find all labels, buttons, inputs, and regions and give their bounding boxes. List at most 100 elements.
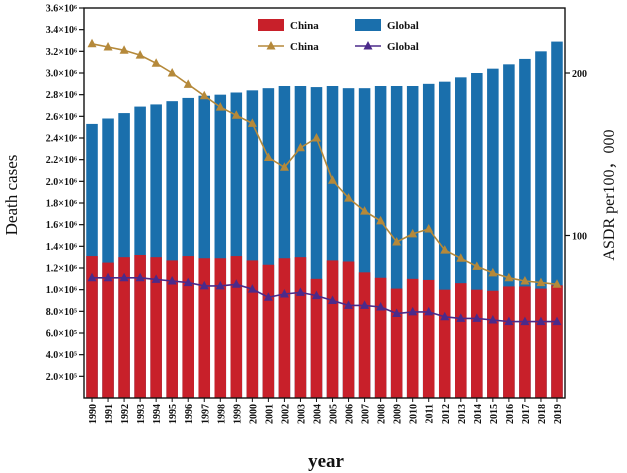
point-china-2006: [344, 193, 354, 202]
bar-china-1997: [198, 258, 211, 398]
point-china-2010: [408, 228, 418, 238]
x-tick-label: 1997: [200, 404, 211, 424]
bar-china-1992: [118, 257, 130, 398]
point-global-2000: [247, 284, 257, 293]
bar-china-2004: [310, 278, 323, 398]
x-tick-label: 2012: [441, 404, 452, 424]
bar-china-2000: [246, 260, 259, 398]
y-left-tick-label: 3.4×10⁶: [46, 25, 77, 36]
legend-swatch-bar-china: [258, 19, 284, 31]
x-tick-label: 2006: [345, 404, 356, 424]
y-right-tick-label: 200: [572, 69, 587, 80]
bar-china-1996: [182, 256, 194, 398]
x-tick-label: 1991: [104, 404, 115, 424]
y-left-tick-label: 2.2×10⁶: [46, 155, 77, 166]
point-china-2015: [488, 267, 498, 277]
point-global-2018: [536, 316, 546, 326]
point-china-2007: [360, 206, 370, 215]
point-global-1993: [135, 272, 145, 282]
y-left-tick-label: 1.6×10⁶: [46, 220, 77, 231]
point-global-1994: [151, 274, 161, 283]
bar-global-1999: [230, 92, 243, 398]
bar-global-2005: [326, 86, 339, 398]
point-global-2011: [424, 306, 434, 316]
x-tick-label: 2015: [489, 404, 500, 424]
bar-global-2003: [294, 86, 307, 398]
point-global-1992: [119, 272, 129, 282]
x-tick-label: 1990: [88, 404, 99, 424]
x-tick-label: 2004: [312, 404, 323, 424]
point-china-1996: [183, 79, 193, 88]
x-tick-label: 1995: [168, 404, 179, 424]
bar-china-2017: [519, 286, 531, 398]
bar-global-1996: [182, 97, 194, 399]
bar-global-2012: [438, 81, 451, 399]
point-global-2004: [311, 290, 321, 300]
point-global-1991: [103, 272, 113, 282]
x-tick-label: 2013: [457, 404, 468, 424]
bar-global-2015: [487, 68, 499, 399]
bar-china-2010: [406, 278, 419, 398]
y-axis-left-title: Death cases: [2, 155, 21, 236]
x-tick-label: 2003: [296, 404, 307, 424]
bar-global-1991: [102, 118, 114, 398]
x-tick-label: 2009: [393, 404, 404, 424]
point-global-1996: [183, 277, 193, 287]
x-tick-label: 2010: [409, 404, 420, 424]
point-global-1990: [87, 272, 97, 282]
bar-global-2010: [406, 86, 419, 398]
x-tick-label: 2017: [521, 404, 532, 424]
legend-swatch-bar-global: [355, 19, 381, 31]
legend-label-line-china: China: [290, 41, 319, 53]
y-left-tick-label: 4.0×10⁵: [46, 350, 77, 361]
x-tick-label: 2008: [377, 404, 388, 424]
point-global-2017: [520, 316, 530, 326]
point-china-1992: [119, 45, 129, 54]
bar-china-1994: [150, 257, 162, 398]
x-tick-label: 2016: [505, 404, 516, 424]
point-global-2001: [263, 292, 273, 301]
point-global-2003: [295, 287, 305, 296]
y-left-tick-label: 1.4×10⁶: [46, 242, 77, 253]
bar-global-2018: [535, 51, 547, 398]
bar-china-2003: [294, 257, 307, 398]
point-global-2012: [440, 311, 450, 321]
x-tick-label: 2018: [537, 404, 548, 424]
x-tick-label: 2019: [553, 404, 564, 424]
x-tick-label: 1993: [136, 404, 147, 424]
point-global-1995: [167, 276, 177, 285]
legend-label-line-global: Global: [387, 41, 419, 53]
legend: China Global China Global: [258, 19, 419, 53]
point-global-2009: [392, 308, 402, 317]
point-china-2019: [552, 279, 562, 288]
bar-china-2012: [438, 289, 451, 398]
y-left-tick-label: 3.2×10⁶: [46, 47, 77, 58]
bar-global-1993: [134, 106, 146, 398]
bar-global-2014: [471, 73, 483, 398]
point-china-1995: [167, 68, 177, 77]
bar-china-2008: [374, 277, 387, 398]
bar-global-1994: [150, 104, 162, 399]
bar-global-1998: [214, 94, 227, 399]
bar-china-2009: [390, 288, 403, 398]
x-tick-label: 1996: [184, 404, 195, 424]
bar-global-2016: [503, 64, 515, 398]
point-global-2019: [552, 316, 562, 326]
point-global-2013: [456, 313, 466, 322]
point-global-1997: [199, 280, 209, 290]
bar-global-2000: [246, 90, 259, 398]
x-tick-label: 2000: [248, 404, 259, 424]
point-china-2012: [440, 245, 450, 254]
point-china-2011: [424, 224, 434, 233]
bar-global-1997: [198, 95, 211, 398]
y-left-tick-label: 1.2×10⁶: [46, 264, 77, 275]
y-axis-right-title: ASDR per100，000: [601, 129, 618, 260]
bar-global-2017: [519, 58, 531, 399]
bar-global-2006: [342, 88, 355, 399]
x-tick-label: 2014: [473, 404, 484, 424]
bar-global-2001: [262, 88, 275, 399]
bar-china-2002: [278, 258, 291, 398]
point-china-2016: [504, 272, 514, 282]
bar-china-2005: [326, 260, 339, 398]
axes-layer: 2.0×10⁵ 4.0×10⁵ 6.0×10⁵ 8.0×10⁵ 1.0×10⁶ 1.2×1…: [46, 4, 587, 425]
